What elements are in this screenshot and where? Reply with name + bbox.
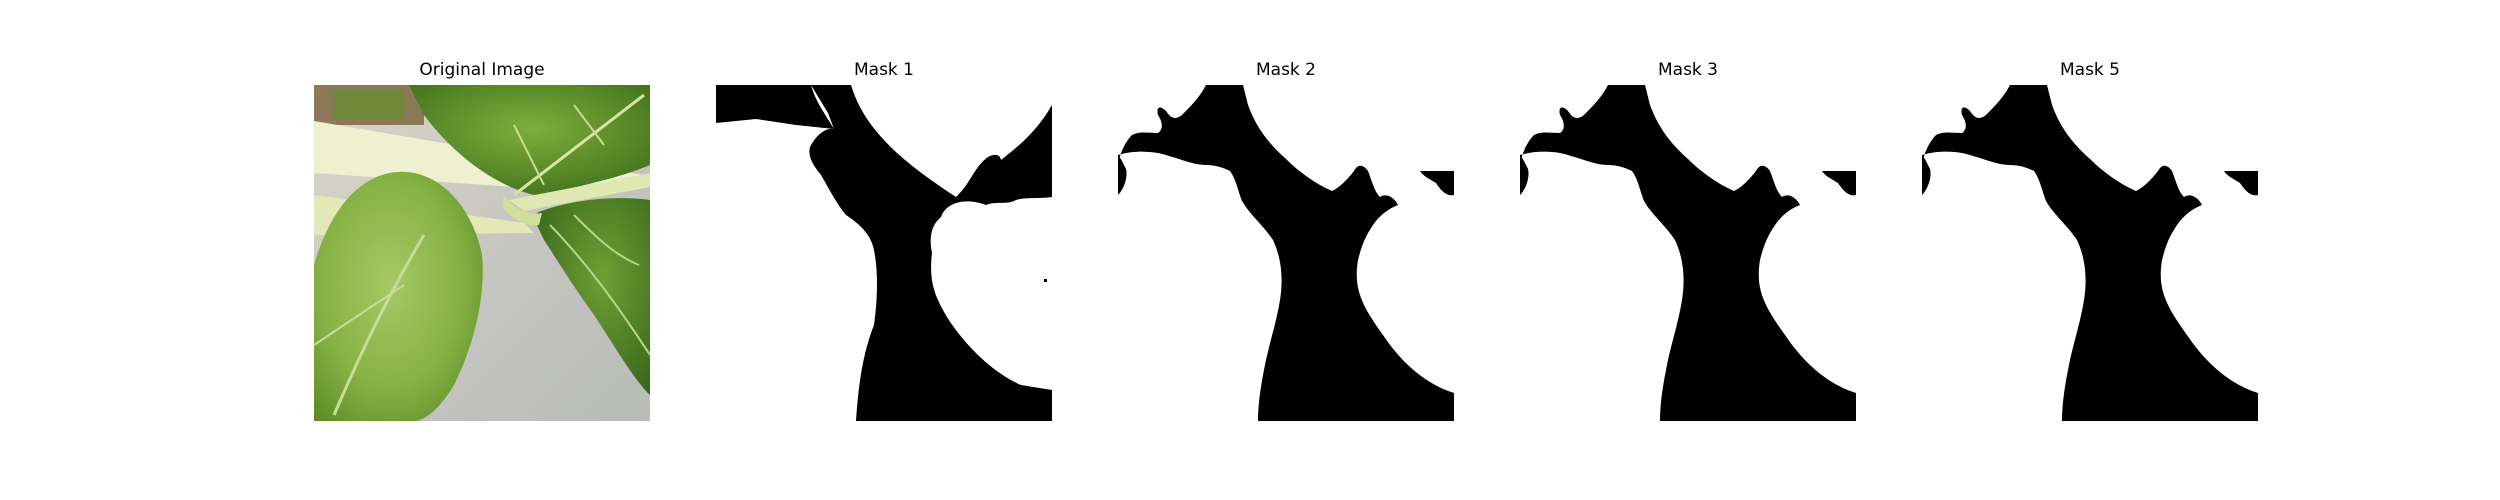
panel-original: Original Image bbox=[314, 0, 650, 500]
panel-mask-1: Mask 1 bbox=[716, 0, 1052, 500]
panel-title: Mask 5 bbox=[2059, 60, 2120, 80]
mask-image bbox=[1520, 85, 1856, 421]
panel-title: Mask 1 bbox=[853, 60, 914, 80]
mask-5-shape bbox=[1922, 85, 2258, 421]
panel-title: Mask 3 bbox=[1657, 60, 1718, 80]
mask-3-shape bbox=[1520, 85, 1856, 421]
original-image bbox=[314, 85, 650, 421]
leaf-photo bbox=[314, 85, 650, 421]
mask-image bbox=[716, 85, 1052, 421]
panel-mask-2: Mask 2 bbox=[1118, 0, 1454, 500]
mask-image bbox=[1118, 85, 1454, 421]
mask-image bbox=[1922, 85, 2258, 421]
panel-mask-3: Mask 3 bbox=[1520, 0, 1856, 500]
panel-title: Original Image bbox=[419, 60, 545, 80]
mask-1-shape bbox=[716, 85, 1052, 421]
mask-2-shape bbox=[1118, 85, 1454, 421]
panel-title: Mask 2 bbox=[1255, 60, 1316, 80]
panel-mask-5: Mask 5 bbox=[1922, 0, 2258, 500]
